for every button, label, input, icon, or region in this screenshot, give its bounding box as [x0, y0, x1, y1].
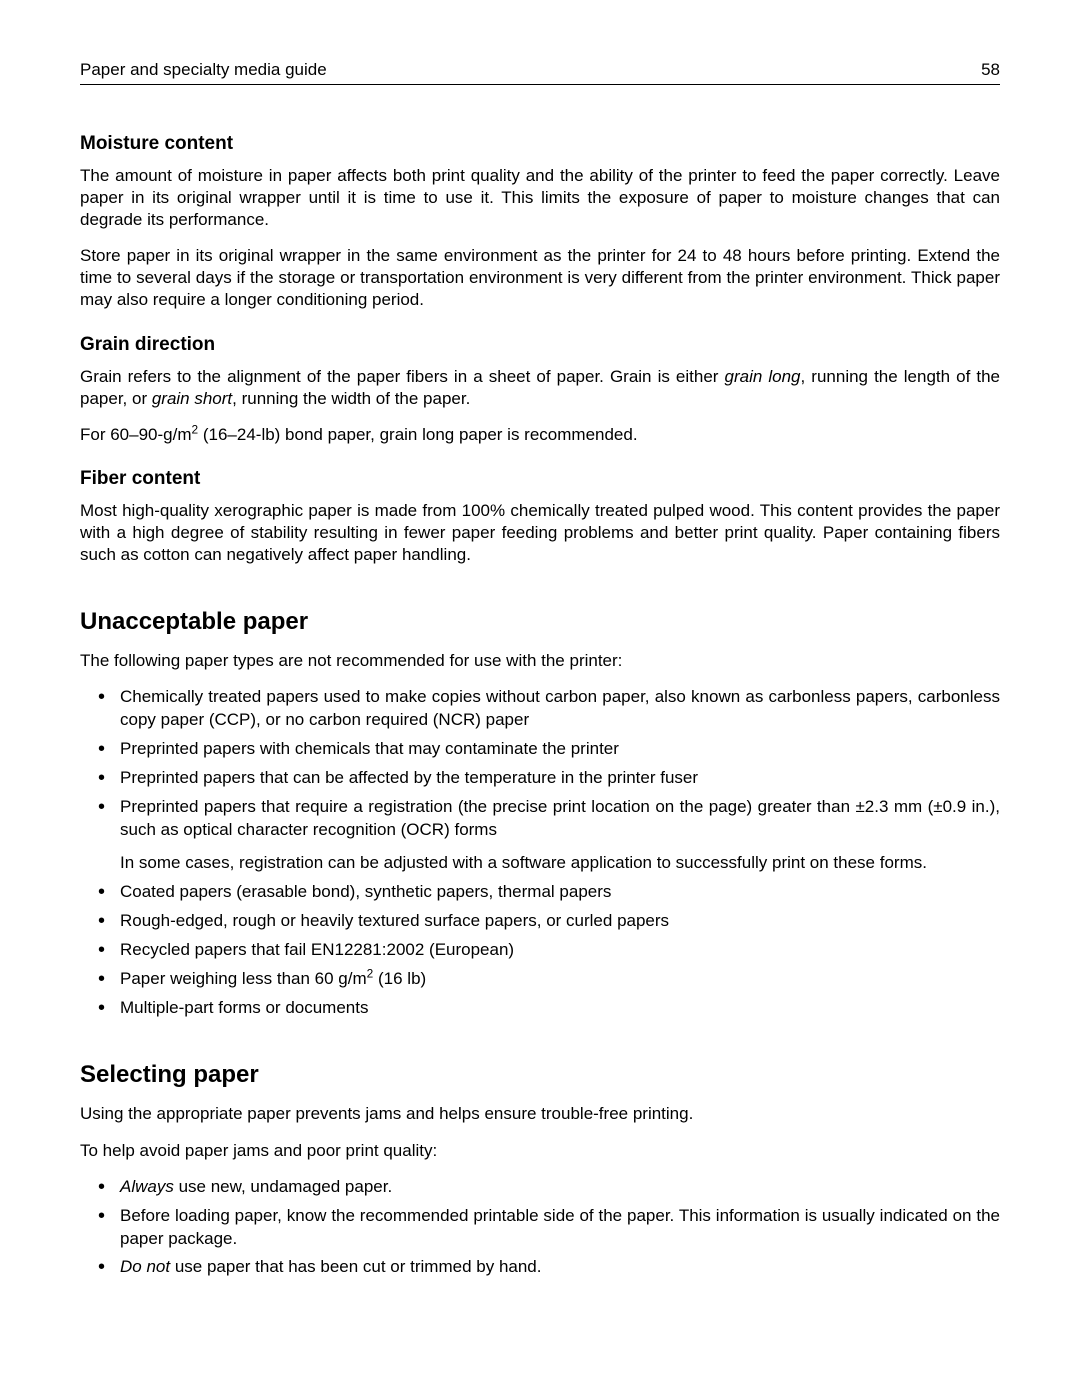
page-header: Paper and specialty media guide 58: [80, 60, 1000, 85]
list-item: Coated papers (erasable bond), synthetic…: [80, 881, 1000, 904]
list-item: Rough‑edged, rough or heavily textured s…: [80, 910, 1000, 933]
paragraph: For 60–90‑g/m2 (16–24‑lb) bond paper, gr…: [80, 424, 1000, 446]
text: For 60–90‑g/m: [80, 425, 192, 444]
list-item: Recycled papers that fail EN12281:2002 (…: [80, 939, 1000, 962]
text: use paper that has been cut or trimmed b…: [170, 1257, 541, 1276]
emphasis: Do not: [120, 1257, 170, 1276]
heading-moisture-content: Moisture content: [80, 133, 1000, 155]
text: (16–24‑lb) bond paper, grain long paper …: [198, 425, 637, 444]
paragraph: Using the appropriate paper prevents jam…: [80, 1103, 1000, 1125]
text: use new, undamaged paper.: [174, 1177, 392, 1196]
text: Grain refers to the alignment of the pap…: [80, 367, 725, 386]
page: Paper and specialty media guide 58 Moist…: [0, 0, 1080, 1397]
paragraph: Most high‑quality xerographic paper is m…: [80, 500, 1000, 566]
text: , running the width of the paper.: [232, 389, 470, 408]
text: Paper weighing less than 60 g/m: [120, 969, 367, 988]
header-page-number: 58: [981, 60, 1000, 80]
text: (16 lb): [373, 969, 426, 988]
list-item: Preprinted papers with chemicals that ma…: [80, 738, 1000, 761]
selecting-list: Always use new, undamaged paper. Before …: [80, 1176, 1000, 1280]
header-section-title: Paper and specialty media guide: [80, 60, 327, 80]
list-item: Paper weighing less than 60 g/m2 (16 lb): [80, 968, 1000, 991]
list-item: Do not use paper that has been cut or tr…: [80, 1256, 1000, 1279]
heading-unacceptable-paper: Unacceptable paper: [80, 608, 1000, 636]
paragraph: The amount of moisture in paper affects …: [80, 165, 1000, 231]
list-item: Chemically treated papers used to make c…: [80, 686, 1000, 732]
heading-grain-direction: Grain direction: [80, 334, 1000, 356]
emphasis: Always: [120, 1177, 174, 1196]
list-item: Preprinted papers that require a registr…: [80, 796, 1000, 875]
list-item: Multiple‑part forms or documents: [80, 997, 1000, 1020]
list-item: Always use new, undamaged paper.: [80, 1176, 1000, 1199]
heading-fiber-content: Fiber content: [80, 468, 1000, 490]
paragraph: The following paper types are not recomm…: [80, 650, 1000, 672]
emphasis: grain long: [725, 367, 801, 386]
paragraph: To help avoid paper jams and poor print …: [80, 1140, 1000, 1162]
list-item: Before loading paper, know the recommend…: [80, 1205, 1000, 1251]
paragraph: Store paper in its original wrapper in t…: [80, 245, 1000, 311]
heading-selecting-paper: Selecting paper: [80, 1061, 1000, 1089]
list-item-subnote: In some cases, registration can be adjus…: [120, 852, 1000, 875]
paragraph: Grain refers to the alignment of the pap…: [80, 366, 1000, 410]
unacceptable-list: Chemically treated papers used to make c…: [80, 686, 1000, 1019]
emphasis: grain short: [152, 389, 232, 408]
list-item: Preprinted papers that can be affected b…: [80, 767, 1000, 790]
text: Preprinted papers that require a registr…: [120, 797, 1000, 839]
